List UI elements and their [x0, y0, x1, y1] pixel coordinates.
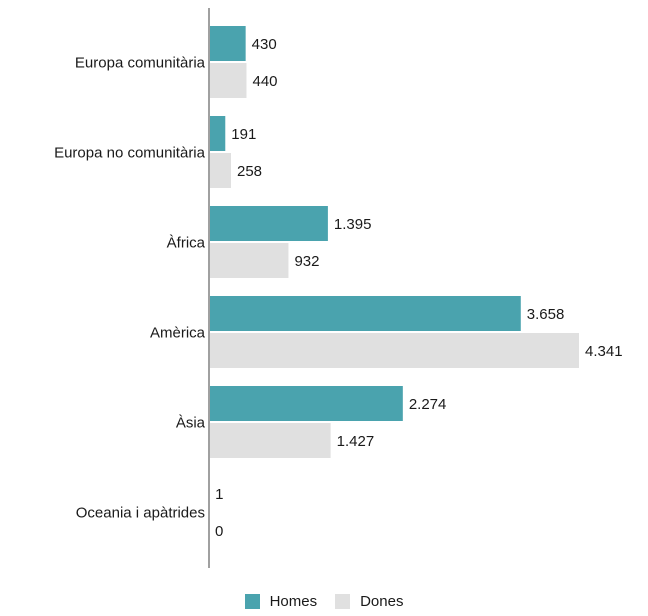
value-label-homes-europa-comunitaria: 430	[252, 36, 277, 53]
bar-chart-plot: Europa comunitària 430 440 Europa no comuni…	[54, 8, 623, 568]
bar-dones-europa-no-comunitaria	[209, 153, 231, 188]
value-label-homes-america: 3.658	[527, 306, 565, 323]
value-label-homes-oceania-i-apatrides: 1	[215, 486, 223, 503]
value-label-dones-oceania-i-apatrides: 0	[215, 523, 223, 540]
value-label-homes-europa-no-comunitaria: 191	[231, 126, 256, 143]
legend-label-dones: Dones	[360, 593, 404, 610]
bar-homes-america	[209, 296, 521, 331]
category-label-oceania-i-apatrides: Oceania i apàtrides	[76, 504, 205, 521]
category-label-africa: Àfrica	[167, 234, 206, 251]
bar-dones-asia	[209, 423, 331, 458]
legend-item-homes: Homes	[244, 593, 318, 610]
value-label-dones-america: 4.341	[585, 343, 623, 360]
bar-homes-asia	[209, 386, 403, 421]
value-label-dones-europa-no-comunitaria: 258	[237, 163, 262, 180]
value-label-dones-asia: 1.427	[337, 433, 375, 450]
bar-dones-africa	[209, 243, 289, 278]
bar-homes-europa-comunitaria	[209, 26, 246, 61]
legend-swatch-homes	[244, 594, 260, 609]
value-label-homes-africa: 1.395	[334, 216, 372, 233]
category-label-europa-no-comunitaria: Europa no comunitària	[54, 144, 206, 161]
bar-homes-africa	[209, 206, 328, 241]
category-label-europa-comunitaria: Europa comunitària	[75, 54, 206, 71]
bar-dones-america	[209, 333, 579, 368]
legend: Homes Dones	[0, 593, 648, 610]
legend-label-homes: Homes	[269, 593, 318, 610]
legend-swatch-dones	[335, 594, 351, 609]
category-label-america: Amèrica	[150, 324, 206, 341]
legend-item-dones: Dones	[335, 593, 403, 610]
value-label-dones-europa-comunitaria: 440	[253, 73, 278, 90]
bar-homes-europa-no-comunitaria	[209, 116, 226, 151]
category-label-asia: Àsia	[176, 414, 206, 431]
value-label-dones-africa: 932	[294, 253, 319, 270]
bar-dones-europa-comunitaria	[209, 63, 247, 98]
value-label-homes-asia: 2.274	[409, 396, 447, 413]
